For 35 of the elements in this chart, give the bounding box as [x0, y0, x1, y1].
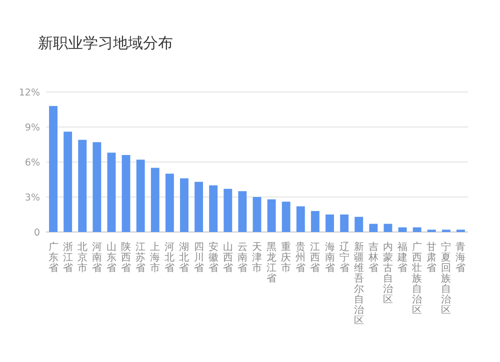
xtick: 陕西省	[121, 242, 132, 274]
xtick: 广东省	[48, 242, 58, 274]
xtick: 四川省	[194, 242, 204, 274]
xtick: 广西壮族自治区	[412, 242, 422, 316]
xtick: 浙江省	[62, 242, 73, 274]
xtick: 山东省	[106, 242, 116, 274]
xtick: 福建省	[398, 242, 408, 274]
xtick: 甘肃省	[426, 242, 437, 274]
xtick: 云南省	[237, 242, 248, 274]
xtick: 上海市	[150, 242, 160, 274]
xtick: 河北省	[164, 242, 175, 274]
xtick: 重庆市	[281, 242, 292, 274]
xtick: 贵州省	[296, 242, 306, 274]
ytick: 12%	[18, 88, 40, 98]
xtick: 安徽省	[208, 242, 218, 274]
xtick: 湖北省	[179, 242, 190, 274]
xtick: 北京市	[77, 242, 88, 274]
ytick: 3%	[24, 192, 40, 204]
ytick: 6%	[24, 158, 40, 168]
xtick: 天津市	[252, 242, 262, 274]
xtick: 内蒙古自治区	[382, 242, 393, 306]
xtick: 吉林省	[368, 242, 378, 274]
xtick: 黑龙江省	[266, 242, 277, 284]
title: 新职业学习地域分布	[38, 34, 173, 52]
xtick: 宁夏回族自治区	[441, 242, 452, 316]
xtick: 山西省	[222, 242, 233, 274]
xtick: 河南省	[92, 242, 102, 274]
xtick: 新疆维吾尔自治区	[354, 242, 364, 326]
xtick: 江西省	[310, 242, 320, 274]
ytick: 0	[34, 228, 40, 238]
xtick: 江苏省	[136, 242, 146, 274]
xtick: 辽宁省	[339, 242, 350, 274]
xtick: 海南省	[324, 242, 335, 274]
ytick: 9%	[24, 122, 40, 134]
xtick: 青海省	[456, 242, 466, 274]
